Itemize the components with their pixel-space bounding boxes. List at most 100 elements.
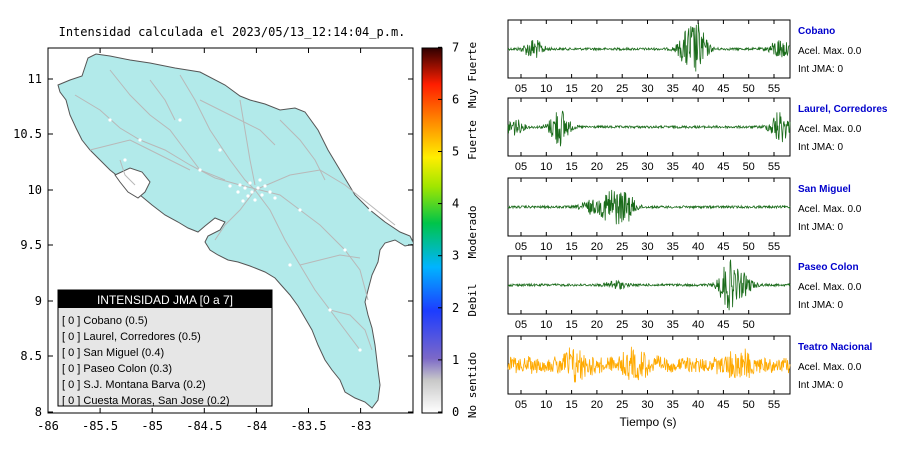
trace-tick-label: 45	[717, 319, 729, 331]
trace-panel: 05 10 15 20 25 30 35 40 45 50 55 San Miguel Acel. Ma…	[507, 177, 862, 253]
trace-tick-label: 40	[692, 83, 704, 95]
trace-tick-label: 05	[515, 241, 527, 253]
map-y-tick-label: 11	[28, 72, 42, 86]
station-accel: Acel. Max. 0.0	[798, 46, 862, 57]
trace-tick-label: 05	[515, 319, 527, 331]
legend-entry: [ 0 ] Paseo Colon (0.3)	[62, 363, 172, 375]
trace-panel: 05 10 15 20 25 30 35 40 45 50 55 Teatro Nacional Ace…	[507, 335, 872, 411]
colorbar-tick-label: 5	[452, 145, 459, 159]
colorbar-tick-label: 7	[452, 40, 459, 54]
colorbar-categories: No sentido Debil Moderado Fuerte Muy Fuerte	[466, 42, 479, 418]
trace-tick-label: 55	[768, 241, 780, 253]
trace-tick-label: 10	[540, 161, 552, 173]
station-jma: Int JMA: 0	[798, 300, 843, 311]
trace-tick-label: 40	[692, 399, 704, 411]
map-y-tick-label: 10.5	[13, 127, 42, 141]
trace-tick-label: 50	[743, 83, 755, 95]
trace-tick-label: 20	[591, 319, 603, 331]
station-jma: Int JMA: 0	[798, 64, 843, 75]
colorbar-category-label: Muy Fuerte	[466, 42, 479, 108]
trace-tick-label: 20	[591, 399, 603, 411]
station-dots	[108, 118, 372, 352]
legend-header	[58, 290, 272, 308]
seismic-traces: 05 10 15 20 25 30 35 40 45 50 55 Cobano Acel. Max. 0…	[507, 19, 888, 411]
station-name: Cobano	[798, 26, 835, 37]
colorbar-category-label: Fuerte	[466, 120, 479, 160]
station-accel: Acel. Max. 0.0	[798, 282, 862, 293]
station-name: Laurel, Corredores	[798, 104, 888, 115]
colorbar-category-label: Debil	[466, 283, 479, 316]
map-y-tick-label: 10	[28, 183, 42, 197]
legend-entry: [ 0 ] Cuesta Moras, San Jose (0.2)	[62, 395, 230, 407]
colorbar-tick-label: 1	[452, 353, 459, 367]
trace-tick-label: 45	[717, 399, 729, 411]
trace-panel: 05 10 15 20 25 30 35 40 45 50 55 Cobano Acel. Max. 0…	[507, 19, 862, 95]
trace-tick-label: 35	[667, 399, 679, 411]
colorbar-tick-label: 0	[452, 405, 459, 419]
trace-tick-label: 40	[692, 319, 704, 331]
map-x-tick-label: -84	[246, 419, 268, 433]
trace-tick-label: 25	[616, 319, 628, 331]
trace-tick-label: 25	[616, 83, 628, 95]
trace-tick-label: 25	[616, 161, 628, 173]
colorbar-tick-label: 2	[452, 301, 459, 315]
trace-tick-label: 30	[641, 319, 653, 331]
map-x-tick-label: -83.5	[290, 419, 326, 433]
legend-entry: [ 0 ] Laurel, Corredores (0.5)	[62, 331, 201, 343]
station-name: Teatro Nacional	[798, 342, 872, 353]
colorbar: 0 1 2 3 4 5 6 7 No sentido Debil Moderado Fuerte Mu…	[421, 40, 479, 419]
trace-tick-label: 50	[743, 399, 755, 411]
trace-tick-label: 05	[515, 161, 527, 173]
colorbar-tick-label: 3	[452, 249, 459, 263]
trace-tick-label: 15	[565, 399, 577, 411]
trace-tick-label: 35	[667, 319, 679, 331]
trace-tick-label: 10	[540, 399, 552, 411]
trace-tick-label: 15	[565, 161, 577, 173]
station-accel: Acel. Max. 0.0	[798, 124, 862, 135]
colorbar-category-label: Moderado	[466, 206, 479, 259]
map-x-tick-label: -83	[350, 419, 372, 433]
trace-tick-label: 50	[743, 161, 755, 173]
station-jma: Int JMA: 0	[798, 380, 843, 391]
legend-entry: [ 0 ] San Miguel (0.4)	[62, 347, 164, 359]
trace-tick-label: 10	[540, 241, 552, 253]
trace-tick-label: 40	[692, 241, 704, 253]
trace-tick-label: 50	[743, 319, 755, 331]
trace-tick-label: 20	[591, 241, 603, 253]
station-accel: Acel. Max. 0.0	[798, 204, 862, 215]
map-y-tick-label: 8	[35, 405, 42, 419]
trace-tick-label: 25	[616, 399, 628, 411]
trace-tick-label: 55	[768, 83, 780, 95]
trace-tick-label: 55	[768, 399, 780, 411]
legend-title: INTENSIDAD JMA [0 a 7]	[97, 293, 233, 307]
station-jma: Int JMA: 0	[798, 222, 843, 233]
trace-tick-label: 30	[641, 399, 653, 411]
colorbar-ticks: 0 1 2 3 4 5 6 7	[438, 40, 459, 419]
colorbar-tick-label: 6	[452, 92, 459, 106]
intensity-legend: INTENSIDAD JMA [0 a 7] [ 0 ] Cobano (0.5…	[57, 289, 273, 407]
trace-tick-label: 35	[667, 83, 679, 95]
colorbar-category-label: No sentido	[466, 352, 479, 418]
figure-title: Intensidad calculada el 2023/05/13_12:14…	[59, 25, 406, 39]
station-accel: Acel. Max. 0.0	[798, 362, 862, 373]
map-x-tick-label: -86	[37, 419, 59, 433]
trace-tick-label: 20	[591, 161, 603, 173]
x-axis-label: Tiempo (s)	[620, 415, 677, 429]
trace-tick-label: 25	[616, 241, 628, 253]
map-y-tick-label: 8.5	[20, 349, 42, 363]
map-x-axis: -86 -85.5 -85 -84.5 -84 -83.5 -83	[37, 48, 371, 433]
trace-tick-label: 45	[717, 83, 729, 95]
trace-tick-label: 45	[717, 241, 729, 253]
station-name: Paseo Colon	[798, 262, 859, 273]
trace-tick-label: 15	[565, 319, 577, 331]
legend-entry: [ 0 ] S.J. Montana Barva (0.2)	[62, 379, 206, 391]
map-y-tick-label: 9	[35, 294, 42, 308]
trace-tick-label: 05	[515, 399, 527, 411]
trace-tick-label: 20	[591, 83, 603, 95]
waveform-2	[507, 189, 791, 225]
trace-tick-label: 10	[540, 319, 552, 331]
trace-panel: 05 10 15 20 25 30 35 40 45 50 Paseo Colon Acel. Max…	[507, 255, 862, 331]
trace-tick-label: 55	[768, 161, 780, 173]
